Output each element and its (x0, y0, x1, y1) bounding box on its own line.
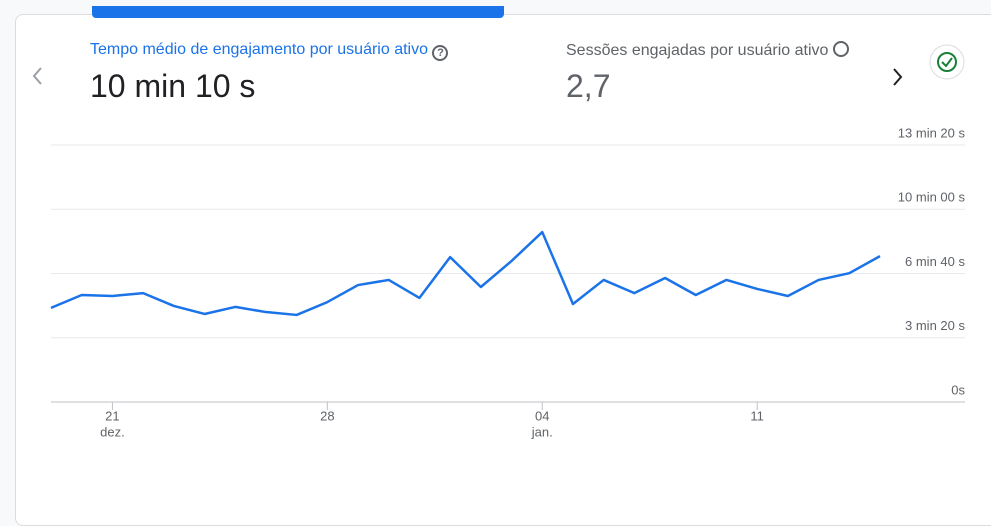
x-tick-label: 11 (750, 408, 764, 423)
status-badge[interactable] (929, 44, 965, 80)
page: Tempo médio de engajamento por usuário a… (15, 6, 991, 526)
help-icon[interactable]: ? (432, 45, 449, 61)
active-tab-indicator (92, 6, 504, 18)
y-tick-label: 0s (951, 382, 965, 397)
metric-value: 10 min 10 s (90, 68, 256, 104)
card (15, 14, 991, 526)
x-tick-label: 21 (105, 408, 119, 423)
chart: 0s 3 min 20 s 6 min 40 s 10 min 00 s 13 min … (32, 44, 966, 439)
line-series (50, 230, 881, 317)
x-month-label: jan. (531, 424, 553, 439)
y-tick-label: 3 min 20 s (905, 318, 965, 333)
help-icon[interactable] (832, 41, 849, 57)
metric-title[interactable]: Sessões engajadas por usuário ativo (566, 41, 880, 60)
y-tick-label: 6 min 40 s (905, 254, 965, 269)
metric-title-text: Sessões engajadas por usuário ativo (566, 42, 829, 59)
metric-title[interactable]: Tempo médio de engajamento por usuário a… (90, 41, 449, 61)
check-mark (941, 57, 953, 68)
metric-title-text: Tempo médio de engajamento por usuário a… (90, 41, 428, 58)
y-tick-label: 10 min 00 s (898, 190, 966, 205)
x-tick-label: 28 (320, 408, 334, 423)
metric-value: 2,7 (566, 68, 611, 104)
check-icon (937, 52, 957, 72)
next-arrow[interactable] (893, 68, 903, 86)
y-tick-label: 13 min 20 s (898, 125, 966, 140)
x-month-label: dez. (100, 424, 125, 439)
x-tick-label: 04 (535, 408, 549, 423)
prev-arrow[interactable] (32, 67, 42, 85)
